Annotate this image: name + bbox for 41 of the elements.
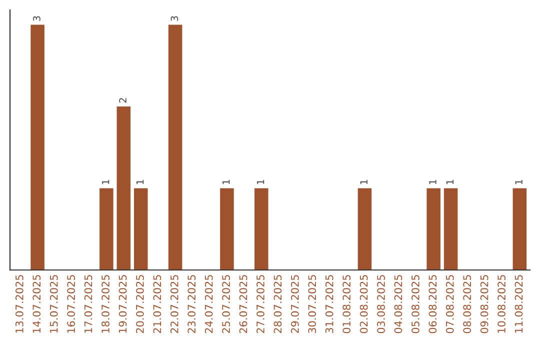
x-tick-label: 18.07.2025 [102, 275, 110, 333]
data-label: 1 [102, 180, 110, 184]
x-tick-label: 11.08.2025 [514, 275, 523, 333]
x-tick-label: 02.08.2025 [360, 275, 368, 334]
data-label: 1 [256, 180, 264, 184]
x-tick-label: 29.07.2025 [290, 275, 299, 334]
x-tick-label: 05.08.2025 [412, 275, 420, 334]
x-tick-label: 25.07.2025 [222, 275, 230, 334]
x-tick-label: 15.07.2025 [50, 275, 58, 333]
data-label: 1 [360, 180, 368, 184]
x-tick-label: 06.08.2025 [428, 275, 437, 334]
x-tick-label: 04.08.2025 [394, 275, 402, 334]
data-label: 2 [119, 98, 126, 103]
x-tick-label: 08.08.2025 [463, 275, 472, 334]
x-tick-label: 01.08.2025 [342, 275, 351, 334]
x-tick-label: 30.07.2025 [308, 275, 316, 334]
x-tick-label: 24.07.2025 [204, 275, 213, 334]
x-tick-label: 22.07.2025 [170, 275, 178, 334]
x-tick-label: 28.07.2025 [274, 275, 282, 334]
x-tick-label: 27.07.2025 [256, 275, 264, 334]
x-tick-label: 20.07.2025 [136, 275, 144, 334]
x-tick-label: 19.07.2025 [118, 275, 127, 333]
data-label: 3 [170, 16, 178, 21]
x-tick-label: 16.07.2025 [67, 275, 76, 333]
data-label: 1 [515, 180, 522, 184]
x-tick-label: 26.07.2025 [239, 275, 248, 334]
x-tick-label: 07.08.2025 [446, 275, 454, 334]
x-tick-label: 03.08.2025 [377, 275, 385, 334]
x-tick-label: 23.07.2025 [188, 275, 196, 334]
x-tick-label: 13.07.2025 [15, 275, 24, 333]
data-label: 1 [222, 180, 230, 184]
data-label: 1 [446, 180, 454, 184]
x-tick-label: 09.08.2025 [480, 275, 488, 334]
x-tick-label: 10.08.2025 [498, 275, 506, 333]
x-tick-label: 21.07.2025 [153, 275, 162, 334]
x-tick-label: 17.07.2025 [84, 275, 92, 333]
data-label: 1 [136, 180, 144, 184]
x-tick-label: 14.07.2025 [32, 275, 41, 333]
data-label: 1 [429, 180, 436, 184]
data-label: 3 [33, 16, 40, 21]
x-tick-label: 31.07.2025 [325, 275, 334, 334]
